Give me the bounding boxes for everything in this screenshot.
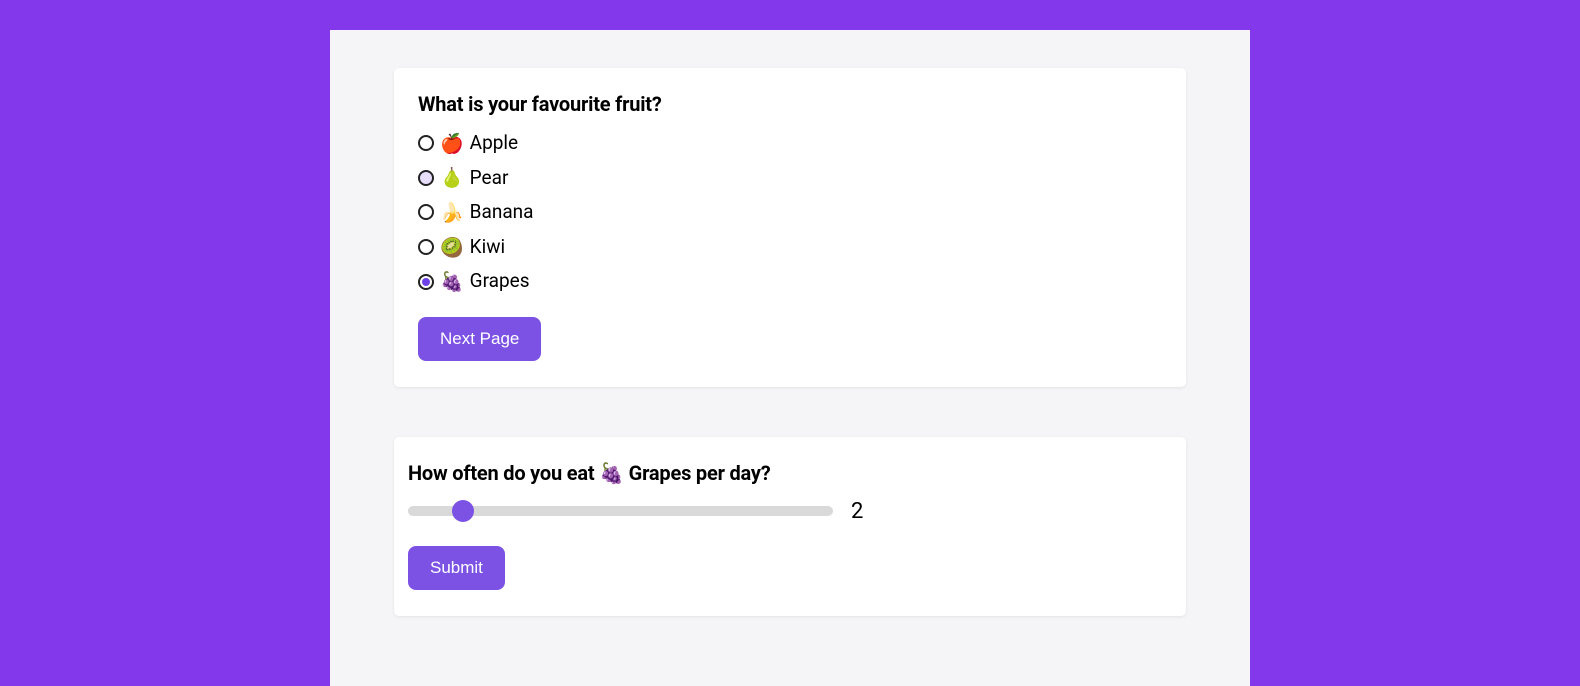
slider-value: 2 xyxy=(851,499,863,524)
radio-input-apple[interactable] xyxy=(418,135,434,151)
page-container: What is your favourite fruit? 🍎 Apple 🍐 … xyxy=(330,30,1250,686)
radio-option-pear[interactable]: 🍐 Pear xyxy=(418,165,1162,192)
grapes-icon: 🍇 xyxy=(440,272,464,291)
kiwi-icon: 🥝 xyxy=(440,238,464,257)
question1-title: What is your favourite fruit? xyxy=(418,92,1162,116)
radio-option-apple[interactable]: 🍎 Apple xyxy=(418,130,1162,157)
radio-label-pear: Pear xyxy=(470,165,509,192)
radio-label-apple: Apple xyxy=(470,130,518,157)
radio-label-banana: Banana xyxy=(470,199,534,226)
radio-input-pear[interactable] xyxy=(418,170,434,186)
frequency-slider[interactable] xyxy=(408,506,833,516)
radio-group-fruit: 🍎 Apple 🍐 Pear 🍌 Banana 🥝 Kiwi 🍇 xyxy=(418,130,1162,295)
radio-label-kiwi: Kiwi xyxy=(470,234,505,261)
question-card-fruit: What is your favourite fruit? 🍎 Apple 🍐 … xyxy=(394,68,1186,387)
question-card-frequency: How often do you eat 🍇 Grapes per day? 2… xyxy=(394,437,1186,616)
submit-button[interactable]: Submit xyxy=(408,546,505,590)
slider-wrap: 2 xyxy=(408,499,1162,524)
question2-title: How often do you eat 🍇 Grapes per day? xyxy=(408,461,1162,485)
slider-thumb[interactable] xyxy=(452,500,474,522)
radio-input-grapes[interactable] xyxy=(418,274,434,290)
radio-input-kiwi[interactable] xyxy=(418,239,434,255)
banana-icon: 🍌 xyxy=(440,203,464,222)
radio-option-banana[interactable]: 🍌 Banana xyxy=(418,199,1162,226)
pear-icon: 🍐 xyxy=(440,168,464,187)
radio-input-banana[interactable] xyxy=(418,204,434,220)
radio-option-kiwi[interactable]: 🥝 Kiwi xyxy=(418,234,1162,261)
apple-icon: 🍎 xyxy=(440,134,464,153)
radio-label-grapes: Grapes xyxy=(470,268,530,295)
radio-option-grapes[interactable]: 🍇 Grapes xyxy=(418,268,1162,295)
next-page-button[interactable]: Next Page xyxy=(418,317,541,361)
